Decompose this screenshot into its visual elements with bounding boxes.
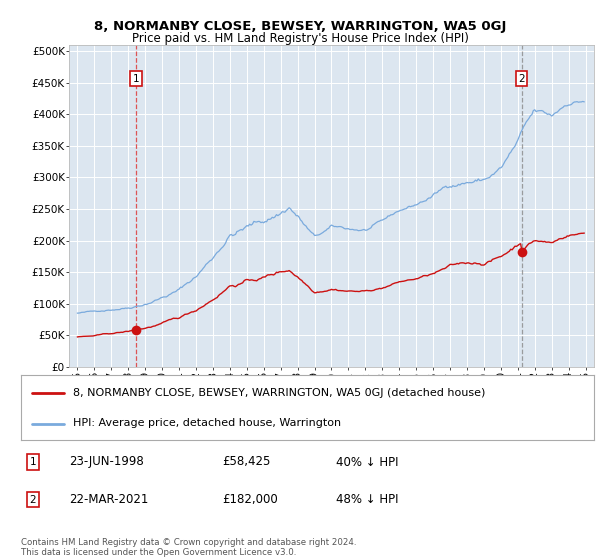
Text: 1: 1 bbox=[133, 74, 140, 84]
Text: HPI: Average price, detached house, Warrington: HPI: Average price, detached house, Warr… bbox=[73, 418, 341, 428]
Text: 48% ↓ HPI: 48% ↓ HPI bbox=[336, 493, 398, 506]
Text: 2: 2 bbox=[29, 494, 37, 505]
Text: 8, NORMANBY CLOSE, BEWSEY, WARRINGTON, WA5 0GJ (detached house): 8, NORMANBY CLOSE, BEWSEY, WARRINGTON, W… bbox=[73, 388, 485, 398]
Text: Price paid vs. HM Land Registry's House Price Index (HPI): Price paid vs. HM Land Registry's House … bbox=[131, 32, 469, 45]
Text: 22-MAR-2021: 22-MAR-2021 bbox=[69, 493, 148, 506]
Text: 40% ↓ HPI: 40% ↓ HPI bbox=[336, 455, 398, 469]
Text: Contains HM Land Registry data © Crown copyright and database right 2024.
This d: Contains HM Land Registry data © Crown c… bbox=[21, 538, 356, 557]
Text: 23-JUN-1998: 23-JUN-1998 bbox=[69, 455, 144, 469]
Text: 1: 1 bbox=[29, 457, 37, 467]
Text: 8, NORMANBY CLOSE, BEWSEY, WARRINGTON, WA5 0GJ: 8, NORMANBY CLOSE, BEWSEY, WARRINGTON, W… bbox=[94, 20, 506, 32]
Text: £58,425: £58,425 bbox=[222, 455, 271, 469]
Text: 2: 2 bbox=[518, 74, 525, 84]
Text: £182,000: £182,000 bbox=[222, 493, 278, 506]
